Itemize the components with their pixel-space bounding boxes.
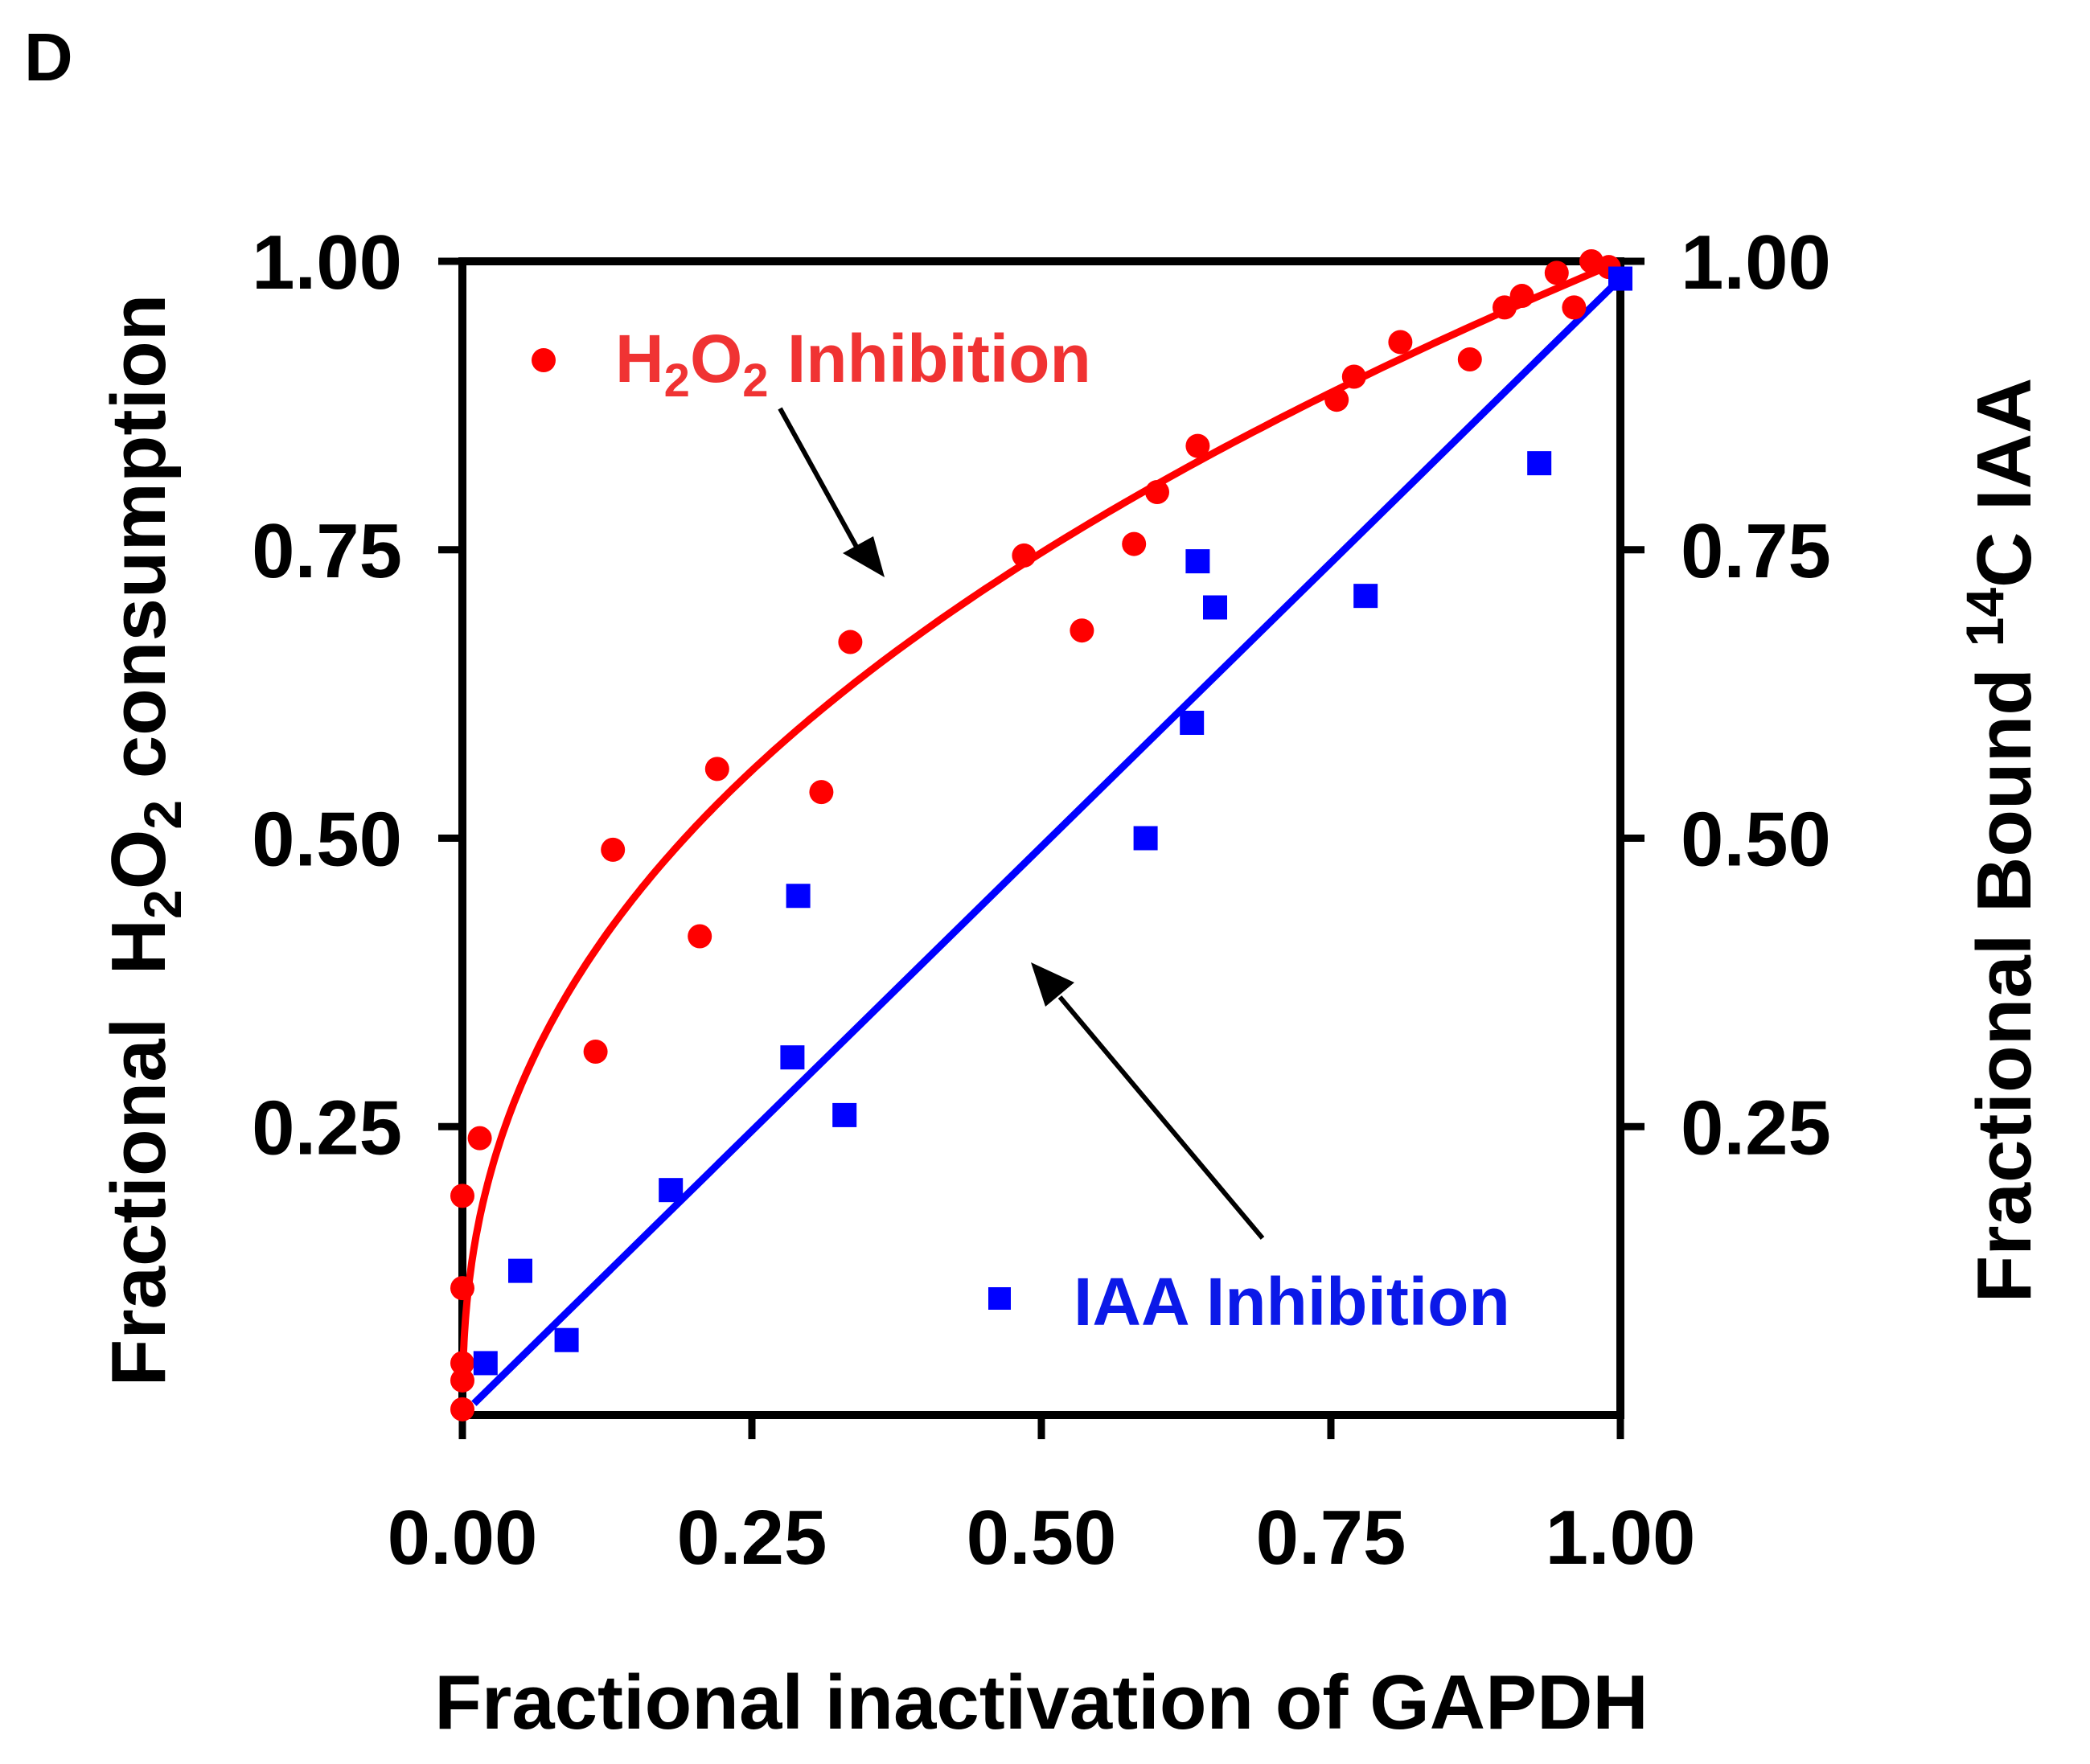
h2o2-data-point [1122,531,1147,556]
h2o2-data-point [1070,618,1094,643]
y-right-tick-label: 0.75 [1681,508,1831,594]
x-axis-title: Fractional inactivation of GAPDH [434,1659,1649,1746]
h2o2-data-point [450,1368,474,1393]
h2o2-legend-label: H2O2 Inhibition [615,321,1091,407]
h2o2-data-point [1509,284,1534,309]
iaa-data-point [1353,584,1378,609]
h2o2-data-point [1185,433,1210,458]
y-right-axis-title: Fractional Bound 14C IAA [1955,378,2047,1303]
iaa-points [473,266,1632,1376]
y-left-tick-label: 1.00 [252,219,402,306]
h2o2-data-point [450,1276,474,1301]
h2o2-data-point [809,780,834,805]
y-left-axis-title: Fractional H2O2 consumption [96,294,192,1387]
h2o2-data-point [838,630,863,654]
iaa-data-point [1608,266,1632,291]
x-axis-ticks: 0.00 0.25 0.50 0.75 1.00 [388,1415,1696,1581]
x-tick-label: 1.00 [1546,1495,1696,1581]
y-right-tick-label: 0.50 [1681,797,1831,883]
h2o2-points [450,249,1621,1421]
iaa-data-point [786,884,811,909]
h2o2-data-point [1544,260,1569,285]
iaa-data-point [1527,451,1552,476]
h2o2-data-point [1341,364,1366,389]
h2o2-data-point [601,837,626,862]
h2o2-data-point [450,1397,474,1421]
x-tick-label: 0.25 [677,1495,827,1581]
iaa-data-point [473,1351,498,1376]
y-left-axis-ticks: 0.25 0.50 0.75 1.00 [252,219,462,1171]
iaa-data-point [1185,549,1210,574]
x-tick-label: 0.50 [967,1495,1117,1581]
x-tick-label: 0.00 [388,1495,538,1581]
h2o2-data-point [467,1126,492,1151]
h2o2-data-point [1457,347,1482,371]
h2o2-data-point [1562,295,1587,320]
h2o2-data-point [1324,388,1349,412]
iaa-data-point [1203,595,1227,620]
y-left-tick-label: 0.50 [252,797,402,883]
h2o2-data-point [1493,295,1517,320]
h2o2-fit-curve [459,262,1611,1352]
iaa-legend-marker [988,1287,1011,1310]
iaa-data-point [554,1327,579,1352]
x-tick-label: 0.75 [1256,1495,1406,1581]
h2o2-data-point [1388,330,1413,355]
h2o2-data-point [688,924,712,949]
h2o2-legend-marker [532,348,556,372]
h2o2-arrow [778,407,885,577]
h2o2-data-point [450,1184,474,1208]
iaa-data-point [508,1258,532,1283]
y-right-tick-label: 0.25 [1681,1085,1831,1171]
iaa-data-point [832,1102,857,1127]
iaa-data-point [1133,826,1158,851]
h2o2-data-point [704,757,729,781]
iaa-data-point [659,1178,684,1203]
panel-label: D [24,19,73,95]
h2o2-data-point [583,1039,608,1064]
y-left-tick-label: 0.25 [252,1085,402,1171]
h2o2-data-point [1012,543,1037,568]
h2o2-data-point [1145,480,1169,504]
h2o2-data-point [450,1351,474,1376]
iaa-legend-label: IAA Inhibition [1074,1264,1510,1339]
iaa-fit-line [471,276,1624,1406]
iaa-data-point [1180,711,1205,735]
y-left-tick-label: 0.75 [252,508,402,594]
y-right-axis-ticks: 0.25 0.50 0.75 1.00 [1620,219,1831,1171]
y-right-tick-label: 1.00 [1681,219,1831,306]
iaa-arrow [1031,962,1265,1240]
iaa-data-point [780,1045,805,1070]
